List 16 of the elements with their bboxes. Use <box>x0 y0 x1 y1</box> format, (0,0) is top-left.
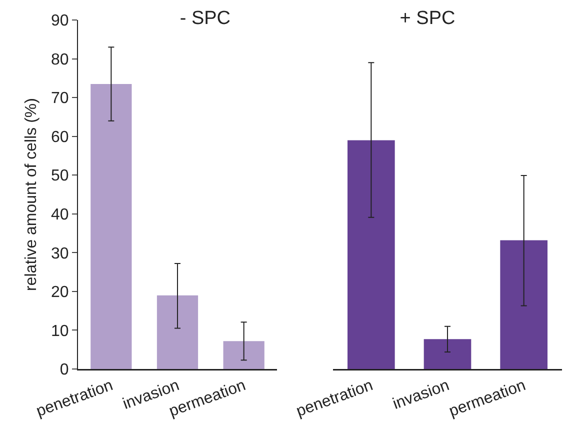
y-tick-label: 20 <box>51 284 69 302</box>
bar <box>156 295 198 369</box>
chart-title: - SPC <box>180 8 231 30</box>
y-tick-label: 40 <box>51 206 69 224</box>
bar <box>223 341 264 369</box>
bar <box>90 84 132 369</box>
y-tick-label: 10 <box>51 322 69 340</box>
y-tick-label: 30 <box>51 245 69 262</box>
y-tick-label: 80 <box>51 51 69 68</box>
y-tick-label: 90 <box>51 12 69 30</box>
y-tick-label: 0 <box>60 362 69 379</box>
y-tick-label: 50 <box>51 168 69 185</box>
y-tick-label: 70 <box>51 90 69 108</box>
y-tick-label: 60 <box>51 128 69 146</box>
chart-title: + SPC <box>400 8 456 30</box>
y-axis-title: relative amount of cells (%) <box>23 98 40 291</box>
